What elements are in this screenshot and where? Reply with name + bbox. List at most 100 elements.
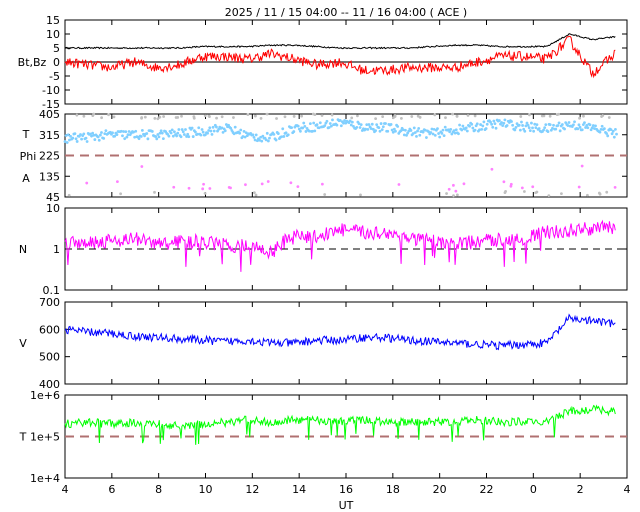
data-point [454,128,458,132]
series-T [64,404,616,445]
data-point [299,129,302,133]
data-point [531,126,534,130]
data-point [259,135,263,139]
data-point [145,132,149,135]
data-point [598,130,602,134]
data-point [89,132,92,136]
data-point [80,137,83,141]
data-point [609,128,613,132]
data-point [519,115,523,118]
data-point [224,123,228,126]
data-point [292,130,296,133]
data-point [407,129,411,133]
data-point [331,118,334,122]
data-point [281,127,285,131]
data-point [582,114,585,118]
data-point [192,115,196,119]
data-point [64,134,68,137]
data-point [317,126,321,130]
data-point [268,136,271,140]
data-point [158,115,162,119]
data-point [612,135,616,139]
data-point [200,128,204,131]
data-point [556,124,560,127]
data-point [381,125,385,129]
data-point [465,129,469,133]
data-point [585,123,589,127]
data-point [453,131,457,135]
data-point [430,127,434,131]
data-point [524,124,528,128]
data-point [289,181,293,185]
data-point [79,133,82,136]
data-point [201,187,205,191]
data-point [275,117,278,120]
data-point [69,134,72,138]
data-point [401,128,405,132]
data-point [290,126,293,129]
data-point [203,114,207,118]
data-point [410,115,414,118]
data-point [454,189,458,193]
data-point [284,131,288,135]
data-point [85,181,89,185]
data-point [602,127,606,131]
x-tick-label: 20 [433,483,447,496]
data-point [462,182,466,186]
data-point [379,122,383,125]
data-point [386,129,390,133]
data-point [580,164,584,168]
data-point [232,116,235,119]
data-point [66,133,70,137]
data-point [384,122,387,125]
data-point [580,128,584,132]
data-point [261,134,265,138]
data-point [452,129,456,133]
data-point [325,119,329,123]
data-point [264,138,268,142]
data-point [576,127,580,131]
data-point [418,133,422,137]
data-point [364,127,368,131]
data-point [349,123,353,127]
data-point [437,132,440,135]
data-point [93,138,97,141]
y-tick-label: 500 [39,351,60,364]
data-point [254,193,258,197]
data-point [102,136,106,140]
data-point [359,193,362,197]
y-tick-label: 5 [53,42,60,55]
data-point [243,135,247,139]
data-point [282,135,286,138]
data-point [97,138,101,142]
data-point [75,113,79,117]
data-point [209,129,213,133]
data-point [260,182,264,186]
data-point [566,124,570,127]
data-point [552,123,555,127]
data-point [220,126,224,130]
y-tick-label: 1e+4 [30,472,60,485]
data-point [378,129,382,133]
data-point [115,133,119,136]
data-point [320,182,324,186]
data-point [160,131,164,135]
data-point [389,123,393,126]
data-point [215,125,218,129]
data-point [190,126,194,130]
y-tick-label: 10 [46,28,60,41]
data-point [156,133,160,136]
data-point [551,126,554,130]
data-point [520,120,523,124]
data-point [514,126,518,129]
data-point [475,122,479,126]
panel-frame-temperature [64,394,628,479]
data-point [479,123,482,126]
y-tick-label: 135 [39,170,60,183]
x-tick-label: 12 [245,483,259,496]
x-tick-label: 10 [199,483,213,496]
data-point [280,135,284,139]
chart-title: 2025 / 11 / 15 04:00 -- 11 / 16 04:00 ( … [225,6,467,19]
data-point [371,127,375,131]
